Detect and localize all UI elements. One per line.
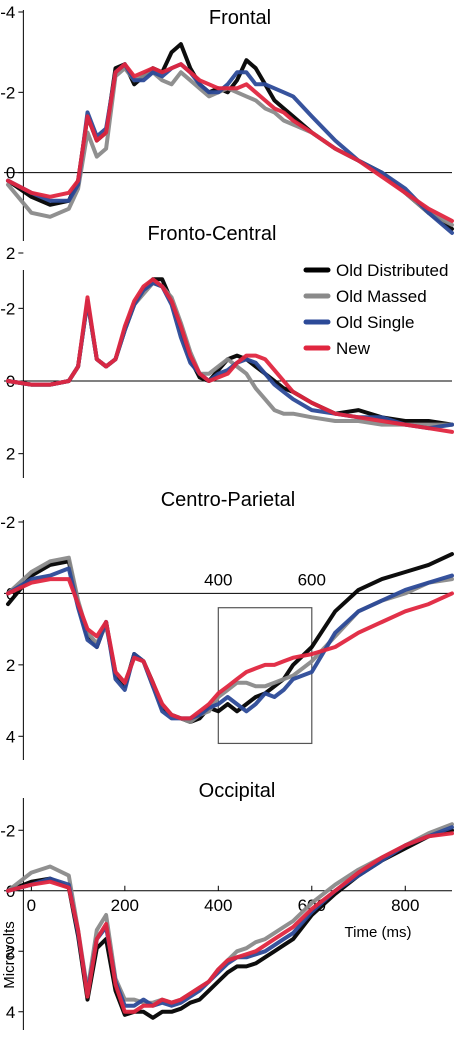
series-line-new (6, 62, 454, 223)
panel-fronto-central: Fronto-Central-202 (0, 223, 454, 478)
panel-frontal: Frontal -4 -2 0 2 (0, 3, 454, 263)
y-tick-label: 4 (6, 727, 15, 746)
series-line-old-single (6, 566, 454, 721)
panel-title: Occipital (199, 780, 276, 802)
y-tick-label: -2 (0, 83, 15, 102)
y-tick-label: 0 (6, 164, 15, 183)
y-tick-label: 2 (6, 244, 15, 263)
x-axis-label: Time (ms) (345, 924, 412, 941)
annotation-box (217, 607, 313, 745)
legend-item: Old Distributed (303, 261, 448, 280)
series-line-old-distributed (6, 42, 454, 231)
y-tick-label: -2 (0, 299, 15, 318)
legend-item: New (303, 339, 371, 358)
legend-label: Old Single (336, 313, 414, 332)
series-line-new (6, 577, 454, 721)
panels-layer: Frontal -4 -2 0 2 Fronto-Central -2 0 2 Centro-Pa… (0, 3, 454, 1030)
series-line-new (6, 831, 454, 1014)
y-tick-label: -2 (0, 513, 15, 532)
panel-title: Centro-Parietal (161, 489, 296, 511)
y-tick-label: 2 (6, 656, 15, 675)
legend-item: Old Single (303, 313, 414, 332)
y-tick-label: 4 (6, 1003, 15, 1022)
y-axis-label: Microvolts (1, 921, 18, 989)
y-tick-label: 2 (6, 445, 15, 464)
y-tick-label: 2 (6, 942, 15, 961)
legend-label: Old Massed (336, 287, 427, 306)
panel-title: Frontal (209, 7, 271, 29)
y-tick-label: -4 (0, 3, 15, 22)
panel-title: Fronto-Central (148, 223, 277, 245)
legend-label: New (336, 339, 371, 358)
x-tick-label: 800 (391, 896, 419, 915)
legend: Old Distributed Old Massed Old Single New (303, 261, 448, 358)
x-tick-label: 0 (27, 896, 36, 915)
annotation-label: 400 (204, 570, 232, 589)
x-tick-label: 400 (204, 896, 232, 915)
annotation-label: 600 (298, 570, 326, 589)
y-tick-label: -2 (0, 821, 15, 840)
series-line-new (6, 277, 454, 434)
legend-label: Old Distributed (336, 261, 448, 280)
legend-item: Old Massed (303, 287, 427, 306)
x-tick-label: 200 (111, 896, 139, 915)
